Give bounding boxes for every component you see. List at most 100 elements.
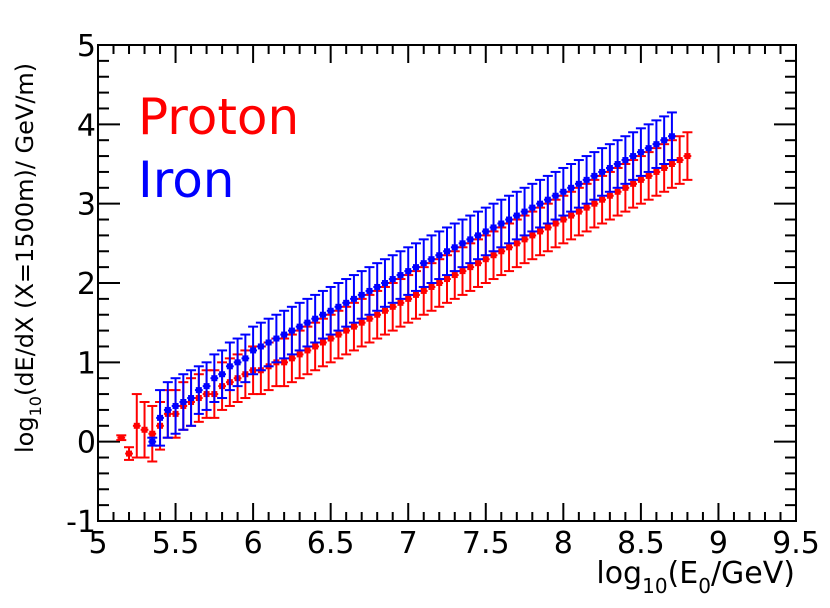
- data-point: [286, 305, 297, 356]
- marker: [397, 299, 404, 306]
- data-point: [364, 266, 375, 316]
- data-point: [488, 202, 499, 253]
- y-axis-title-prefix: log: [11, 416, 39, 453]
- marker: [568, 212, 575, 219]
- marker: [661, 137, 668, 144]
- data-point: [186, 369, 197, 427]
- marker: [296, 351, 303, 358]
- marker: [606, 192, 613, 199]
- marker: [428, 283, 435, 290]
- marker: [637, 176, 644, 183]
- marker: [436, 252, 443, 259]
- marker: [312, 315, 319, 322]
- marker: [583, 176, 590, 183]
- x-axis-title-sub: 10: [642, 574, 667, 598]
- marker: [319, 339, 326, 346]
- data-point: [178, 373, 189, 431]
- data-point: [682, 131, 693, 181]
- data-point: [395, 250, 406, 300]
- marker: [428, 256, 435, 263]
- data-point: [193, 365, 204, 415]
- data-point: [519, 186, 530, 237]
- marker: [668, 133, 675, 140]
- marker: [281, 359, 288, 366]
- marker: [537, 228, 544, 235]
- data-point: [410, 242, 421, 292]
- marker: [591, 172, 598, 179]
- marker: [281, 331, 288, 338]
- marker: [234, 359, 241, 366]
- marker: [560, 216, 567, 223]
- marker: [482, 228, 489, 235]
- marker: [397, 272, 404, 279]
- data-point: [635, 127, 646, 177]
- marker: [389, 303, 396, 310]
- marker: [412, 291, 419, 298]
- marker: [451, 244, 458, 251]
- marker: [622, 184, 629, 191]
- marker: [273, 335, 280, 342]
- data-point: [542, 174, 553, 225]
- data-point: [302, 297, 313, 348]
- data-point: [426, 234, 437, 284]
- marker: [661, 164, 668, 171]
- marker: [126, 450, 133, 457]
- marker: [668, 161, 675, 167]
- marker: [436, 280, 443, 286]
- series-iron: [147, 111, 677, 447]
- marker: [645, 145, 652, 152]
- data-point: [232, 337, 243, 388]
- x-axis-title-suffix: /GeV): [711, 556, 795, 591]
- marker: [630, 153, 637, 160]
- marker: [676, 157, 683, 164]
- marker: [521, 208, 528, 215]
- data-point: [628, 131, 639, 181]
- data-point: [535, 178, 546, 229]
- data-point: [387, 254, 398, 304]
- marker: [513, 240, 520, 247]
- marker: [350, 295, 357, 302]
- marker: [599, 168, 606, 175]
- marker: [304, 347, 311, 354]
- marker: [118, 434, 125, 441]
- marker: [250, 347, 257, 354]
- marker: [312, 343, 319, 350]
- marker: [498, 248, 505, 255]
- marker: [374, 311, 381, 318]
- data-point: [317, 289, 328, 340]
- data-point: [170, 377, 181, 435]
- marker: [141, 426, 148, 433]
- data-point: [209, 353, 220, 403]
- data-point: [473, 210, 484, 261]
- marker: [149, 438, 156, 445]
- data-point: [255, 321, 266, 372]
- x-tick-label: 8: [554, 526, 573, 561]
- data-point: [410, 270, 421, 320]
- marker: [599, 196, 606, 203]
- marker: [381, 280, 388, 286]
- marker: [257, 343, 264, 350]
- y-axis-title-sub: 10: [26, 396, 45, 416]
- y-axis-title-suffix: (dE/dX (X=1500m)/ GeV/m): [11, 63, 39, 396]
- marker: [164, 406, 171, 413]
- marker: [444, 276, 450, 283]
- marker: [412, 264, 419, 271]
- marker: [529, 232, 536, 239]
- marker: [653, 141, 660, 148]
- marker: [133, 422, 140, 429]
- marker: [335, 303, 342, 310]
- marker: [358, 319, 365, 326]
- marker: [459, 240, 466, 247]
- marker: [606, 164, 613, 171]
- marker: [552, 192, 559, 199]
- y-axis-title: log10(dE/dX (X=1500m)/ GeV/m): [11, 63, 45, 453]
- data-point: [131, 393, 142, 459]
- marker: [304, 319, 311, 326]
- marker: [575, 208, 582, 215]
- marker: [459, 268, 466, 275]
- data-point: [403, 246, 414, 296]
- data-point: [442, 226, 452, 277]
- data-point: [379, 258, 390, 308]
- marker: [343, 299, 350, 306]
- data-point: [333, 282, 344, 332]
